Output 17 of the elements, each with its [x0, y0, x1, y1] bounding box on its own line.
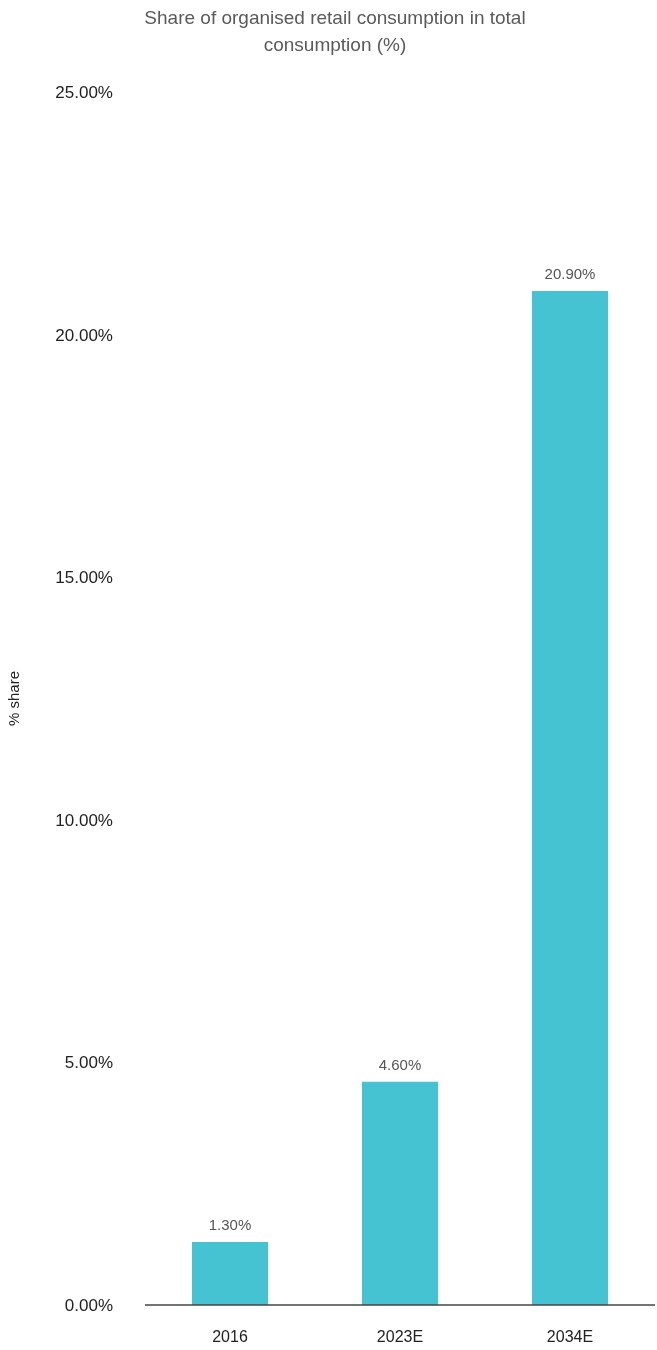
y-tick-label: 0.00% [64, 1296, 113, 1316]
y-tick-label: 10.00% [55, 810, 113, 830]
y-axis-title: % share [5, 670, 23, 727]
y-tick-label: 15.00% [55, 568, 113, 588]
data-label: 20.90% [544, 264, 596, 282]
x-tick-label: 2034E [546, 1328, 594, 1346]
y-tick-label: 25.00% [55, 83, 113, 103]
chart-title: Share of organised retail consumption in total consumption (%) [143, 6, 527, 57]
y-tick-label: 5.00% [64, 1053, 113, 1073]
bar [362, 1081, 438, 1305]
x-tick-label: 2016 [212, 1328, 248, 1346]
data-label: 1.30% [208, 1215, 252, 1233]
x-tick-label: 2023E [376, 1328, 424, 1346]
y-tick-label: 20.00% [55, 325, 113, 345]
bar [192, 1241, 268, 1305]
data-label: 4.60% [378, 1055, 422, 1073]
bar [532, 290, 608, 1305]
